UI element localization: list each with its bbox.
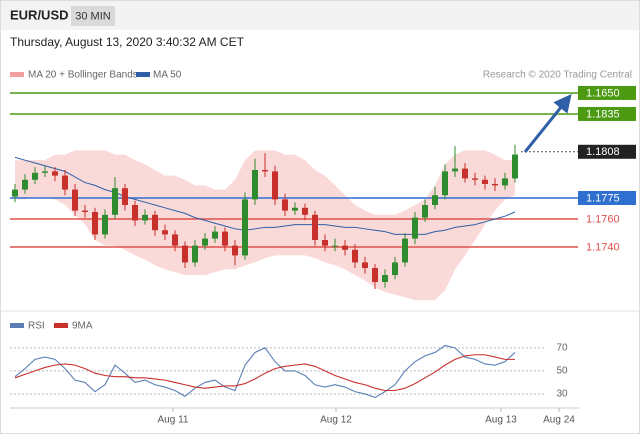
rsi-panel: 30 50 70 Aug 11 Aug 12 Aug 13 Aug 24 [10,342,575,426]
level-box [578,106,636,121]
candle-body [352,249,358,263]
level-box [578,144,636,159]
candle-body [312,214,318,241]
candle-body [332,245,338,247]
price-panel: 1.1650 1.1835 1.1808 1.1775 1.1760 1.1740 [10,85,636,301]
level-label: 1.1775 [586,192,620,204]
candle-body [212,231,218,239]
interval[interactable]: 30 MIN [75,10,111,22]
candle-body [382,275,388,283]
x-tick-label: Aug 11 [158,415,189,426]
ma-line [14,156,516,235]
candle-body [512,154,518,179]
candle-body [392,262,398,276]
candle-body [272,171,278,200]
candle-body [182,245,188,263]
y-tick-label: 70 [556,342,568,353]
candle-body [442,171,448,196]
candle-body [142,214,148,221]
x-tick-label: Aug 12 [320,415,352,426]
candle-body [422,204,428,218]
candle-body [222,231,228,246]
candle-body [82,210,88,213]
level-label: 1.1760 [586,213,620,225]
candle-body [302,207,308,215]
candle-body [402,238,408,263]
candle-body [492,183,498,186]
rsi-line [14,344,516,399]
candle-body [52,171,58,176]
candle-body [32,172,38,180]
rsi-line [14,354,515,392]
candle-body [72,189,78,211]
candle-body [292,207,298,211]
symbol: EUR/USD [10,7,69,22]
candle-body [132,204,138,221]
legend-swatch [54,323,68,328]
legend-swatch [10,72,24,77]
candle-body [112,188,118,215]
interval-box[interactable] [71,6,115,26]
level-box [578,85,636,100]
candle-body [22,179,28,190]
y-tick-label: 30 [556,389,568,400]
candle-body [342,245,348,250]
legend-label: MA 50 [153,70,182,81]
level-label: 1.1808 [586,146,620,158]
x-tick-label: Aug 24 [543,415,575,426]
candle-body [502,178,508,186]
candle-body [192,245,198,263]
candle-body [202,238,208,246]
candle-body [172,234,178,246]
candle-body [432,195,438,205]
candle-body [282,199,288,211]
candle-body [462,168,468,179]
candle-body [102,214,108,235]
candle-body [252,169,258,200]
legend-label: 9MA [72,321,93,332]
candle-body [42,171,48,173]
candle-body [482,179,488,184]
x-tick-label: Aug 13 [485,415,517,426]
candle-body [452,168,458,172]
level-box [578,190,636,205]
candle-body [92,212,98,235]
candle-body [322,240,328,246]
level-label: 1.1835 [586,108,620,120]
level-label: 1.1650 [586,87,620,99]
level-label: 1.1740 [586,241,620,253]
candle-body [162,230,168,235]
candle-body [412,217,418,239]
legend-label: RSI [28,321,45,332]
candle-body [362,262,368,269]
legend-swatch [136,72,150,77]
y-tick-label: 50 [556,366,568,377]
legend-label: MA 20 + Bollinger Bands [28,70,138,81]
legend-swatch [10,323,24,328]
credit: Research © 2020 Trading Central [483,70,632,81]
candle-body [152,214,158,231]
candle-body [262,169,268,172]
timestamp: Thursday, August 13, 2020 3:40:32 AM CET [10,35,245,49]
forecast-arrow [523,93,572,153]
candle-body [122,188,128,205]
candle-body [242,199,248,256]
candle-body [12,189,18,197]
candle-body [62,175,68,190]
candle-body [372,268,378,283]
candle-body [472,178,478,180]
candle-body [232,245,238,256]
bollinger-band [15,150,515,301]
